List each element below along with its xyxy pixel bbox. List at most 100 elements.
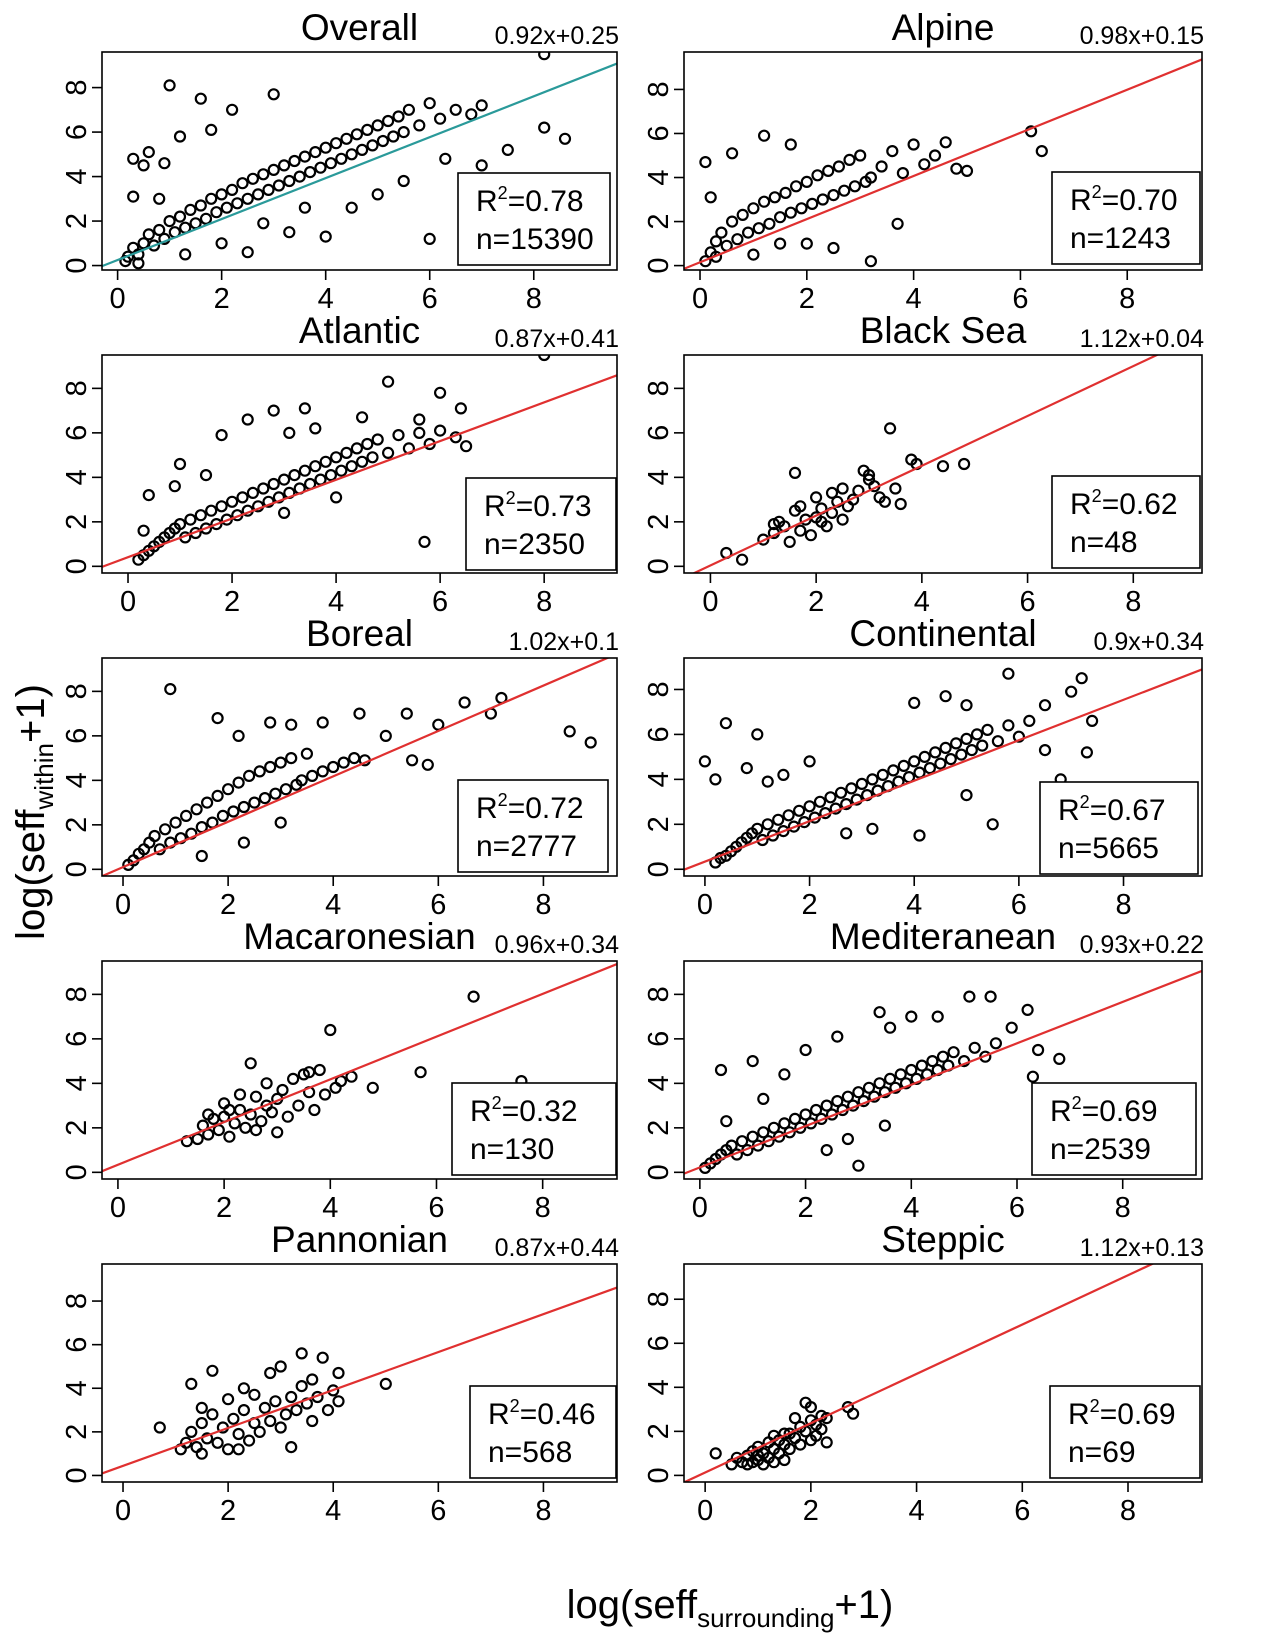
y-tick-label: 0 (61, 861, 93, 877)
x-tick-label: 0 (110, 283, 126, 315)
y-tick-label: 6 (61, 1337, 93, 1353)
data-point (168, 480, 181, 493)
data-point (939, 690, 952, 703)
data-point (243, 769, 256, 783)
data-point (205, 192, 218, 205)
data-point (883, 422, 897, 435)
data-point (735, 1135, 749, 1148)
data-point (226, 495, 239, 508)
x-tick-label: 0 (702, 586, 718, 618)
data-point (281, 1110, 294, 1123)
data-point (811, 169, 824, 182)
data-point (262, 183, 275, 196)
data-point (397, 174, 410, 188)
data-point (908, 755, 921, 768)
panel-title: Steppic (881, 1219, 1004, 1260)
y-tick-label: 2 (61, 817, 93, 833)
data-point (767, 1121, 781, 1134)
r-squared-label: R2=0.73 (484, 488, 592, 523)
data-point (308, 1103, 321, 1117)
data-point (772, 1130, 786, 1143)
x-tick-label: 8 (526, 283, 542, 315)
data-point (846, 1407, 860, 1420)
x-tick-label: 0 (692, 283, 708, 315)
data-point (1021, 1003, 1034, 1017)
data-point (809, 1103, 823, 1117)
data-point (239, 1121, 252, 1134)
data-point (218, 1097, 231, 1110)
data-point (379, 1377, 392, 1391)
y-tick-label: 0 (643, 258, 675, 274)
regression-equation: 0.92x+0.25 (495, 22, 619, 50)
data-point (866, 773, 879, 786)
data-point (740, 761, 753, 775)
x-tick-label: 8 (535, 889, 551, 921)
n-label: n=2539 (1050, 1133, 1151, 1166)
y-tick-label: 8 (643, 380, 675, 396)
x-tick-label: 4 (318, 283, 334, 315)
regression-line (102, 374, 617, 568)
points (699, 125, 1048, 268)
data-point (816, 193, 829, 206)
data-point (804, 1400, 818, 1414)
data-point (220, 201, 233, 214)
data-point (265, 1106, 278, 1119)
plot-frame (683, 657, 1203, 877)
data-point (799, 1043, 812, 1057)
data-point (746, 1130, 759, 1143)
r-squared-label: R2=0.70 (1070, 182, 1178, 217)
data-point (757, 129, 771, 142)
data-point (402, 103, 415, 116)
x-tick-label: 8 (536, 586, 552, 618)
data-point (226, 183, 239, 196)
data-point (831, 1030, 844, 1043)
data-point (306, 1373, 319, 1386)
data-point (210, 517, 223, 531)
data-point (432, 718, 445, 731)
x-tick-label: 6 (430, 889, 446, 921)
data-point (852, 1086, 865, 1099)
data-point (584, 736, 597, 749)
stats-box (1051, 475, 1201, 569)
y-tick-label: 0 (61, 558, 93, 574)
x-tick-label: 6 (1020, 586, 1036, 618)
data-point (421, 758, 434, 771)
x-tick-label: 0 (110, 1192, 126, 1224)
data-point (928, 149, 942, 162)
data-point (891, 217, 904, 230)
data-point (148, 829, 161, 843)
data-point (423, 232, 436, 245)
data-point (423, 97, 436, 110)
data-point (279, 1408, 292, 1421)
data-point (361, 123, 374, 136)
data-point (720, 1115, 733, 1128)
regression-equation: 0.9x+0.34 (1093, 628, 1204, 656)
data-point (864, 255, 878, 268)
data-point (889, 482, 902, 495)
data-point (840, 827, 853, 840)
data-point (272, 491, 285, 504)
data-point (976, 739, 989, 752)
data-point (845, 782, 858, 795)
data-point (804, 1117, 818, 1130)
data-point (159, 823, 172, 836)
data-point (267, 477, 280, 491)
data-point (330, 451, 343, 464)
points (119, 52, 572, 270)
data-point (252, 188, 265, 201)
data-point (815, 515, 828, 528)
data-point (153, 223, 166, 237)
data-point (725, 147, 739, 160)
data-point (757, 195, 771, 208)
y-tick-label: 2 (61, 1120, 93, 1136)
data-point (824, 791, 837, 804)
y-tick-label: 2 (643, 213, 675, 229)
data-point (258, 791, 271, 805)
x-tick-label: 8 (1125, 586, 1141, 618)
data-point (896, 167, 910, 180)
data-point (222, 1393, 235, 1406)
data-point (735, 553, 749, 566)
data-point (1031, 1043, 1045, 1057)
data-point (371, 119, 384, 132)
data-point (709, 235, 723, 248)
